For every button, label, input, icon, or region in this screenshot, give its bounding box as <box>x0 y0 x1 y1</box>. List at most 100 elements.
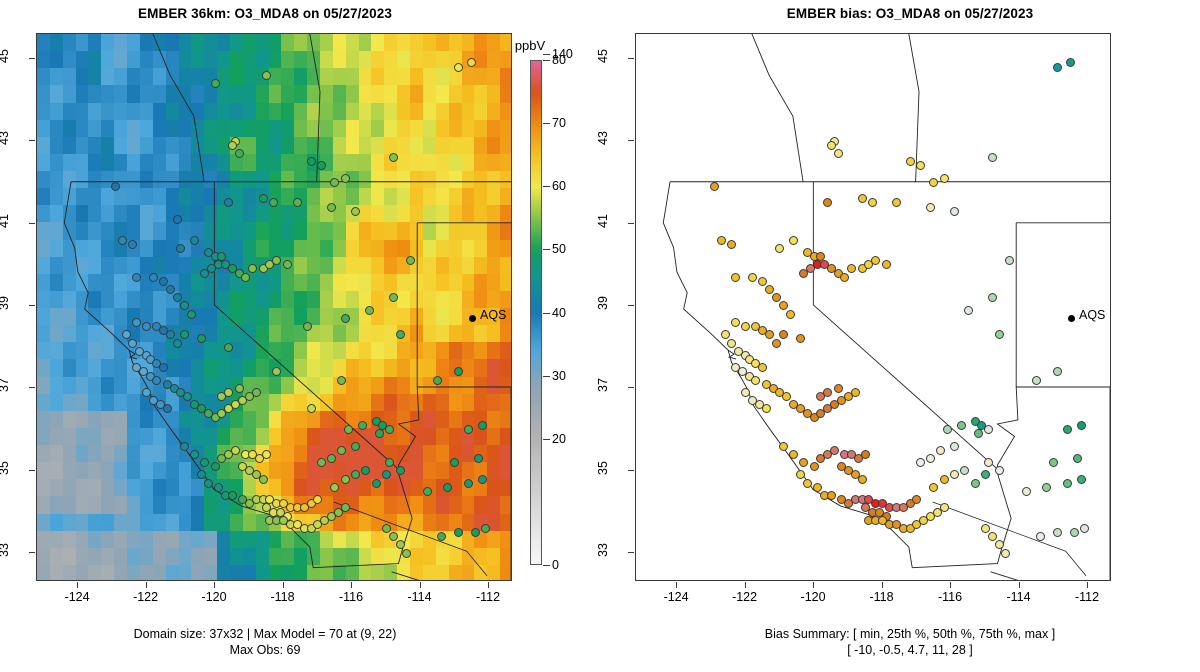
raster-cell <box>332 205 347 223</box>
raster-cell <box>62 102 77 121</box>
colorbar-tick-label: 30 <box>552 368 566 383</box>
raster-cell <box>294 119 308 138</box>
raster-cell <box>448 102 463 121</box>
raster-cell <box>294 393 308 412</box>
raster-cell <box>101 445 115 463</box>
raster-cell <box>49 308 64 326</box>
raster-cell <box>139 85 154 104</box>
raster-cell <box>487 256 501 275</box>
station-marker <box>867 198 877 208</box>
raster-cell <box>88 479 102 497</box>
raster-cell <box>88 462 102 480</box>
raster-cell <box>448 308 463 326</box>
raster-cell <box>281 325 295 343</box>
station-marker <box>224 342 234 352</box>
station-marker <box>333 507 343 517</box>
station-marker <box>1063 478 1072 488</box>
raster-cell <box>487 564 501 580</box>
raster-cell <box>474 273 488 292</box>
station-marker <box>816 408 826 418</box>
raster-cell <box>345 290 360 309</box>
raster-cell <box>448 119 463 138</box>
raster-cell <box>435 119 450 138</box>
raster-cell <box>281 119 295 138</box>
raster-cell <box>410 34 424 52</box>
raster-cell <box>281 68 295 86</box>
raster-cell <box>268 393 283 412</box>
raster-cell <box>101 256 115 275</box>
raster-cell <box>62 359 77 378</box>
raster-cell <box>127 393 141 412</box>
raster-cell <box>49 427 64 446</box>
bias-plot-area: AQS <box>635 33 1111 581</box>
raster-cell <box>75 308 90 326</box>
colorbar-units-model: ppbV <box>514 38 546 53</box>
raster-cell <box>49 393 64 412</box>
raster-cell <box>75 342 90 360</box>
raster-cell <box>358 205 373 223</box>
y-axis-label: 37 <box>596 378 610 393</box>
raster-cell <box>281 51 295 69</box>
raster-cell <box>448 513 463 532</box>
raster-cell <box>268 462 283 480</box>
raster-cell <box>487 496 501 515</box>
raster-cell <box>88 290 102 309</box>
raster-cell <box>217 68 231 86</box>
raster-cell <box>127 290 141 309</box>
raster-cell <box>127 376 141 395</box>
station-marker <box>1069 528 1079 538</box>
raster-cell <box>152 239 167 258</box>
bias-caption-line1: Bias Summary: [ min, 25th %, 50th %, 75t… <box>764 627 1056 641</box>
raster-cell <box>371 68 385 86</box>
raster-cell <box>37 308 51 326</box>
raster-cell <box>371 51 385 69</box>
raster-cell <box>461 359 475 378</box>
raster-cell <box>294 462 308 480</box>
x-axis-label: -118 <box>270 590 295 604</box>
station-marker <box>292 198 302 208</box>
raster-cell <box>152 496 167 515</box>
raster-cell <box>474 222 488 241</box>
boundary-line <box>309 34 321 182</box>
x-axis-tick <box>77 582 79 588</box>
station-marker <box>950 206 959 216</box>
raster-cell <box>422 359 437 378</box>
raster-cell <box>422 325 437 343</box>
raster-cell <box>127 119 141 138</box>
raster-cell <box>114 445 128 463</box>
station-marker <box>179 301 189 311</box>
station-marker <box>747 272 757 282</box>
station-marker <box>823 404 833 414</box>
station-marker <box>381 470 391 480</box>
raster-cell <box>178 479 192 497</box>
raster-cell <box>37 153 51 172</box>
station-marker <box>1076 420 1086 430</box>
raster-cell <box>62 547 77 566</box>
station-marker <box>1004 256 1014 266</box>
raster-cell <box>358 564 373 580</box>
raster-cell <box>49 68 64 86</box>
raster-cell <box>422 290 437 309</box>
raster-cell <box>384 564 398 580</box>
raster-cell <box>101 102 115 121</box>
station-marker <box>251 388 261 397</box>
station-marker <box>994 540 1004 550</box>
station-marker <box>891 198 901 208</box>
raster-cell <box>127 462 141 480</box>
aqs-leader-line <box>1065 551 1087 577</box>
station-marker <box>789 235 798 245</box>
raster-cell <box>332 153 347 172</box>
raster-cell <box>88 68 102 86</box>
raster-cell <box>487 393 501 412</box>
station-marker <box>850 388 860 397</box>
raster-cell <box>165 153 180 172</box>
station-marker <box>351 206 360 216</box>
raster-cell <box>152 479 167 497</box>
boundary-line <box>391 571 420 580</box>
raster-cell <box>178 171 192 189</box>
raster-cell <box>127 171 141 189</box>
boundary-line <box>213 181 399 470</box>
raster-cell <box>152 342 167 360</box>
raster-cell <box>422 34 437 52</box>
station-marker <box>258 474 268 484</box>
